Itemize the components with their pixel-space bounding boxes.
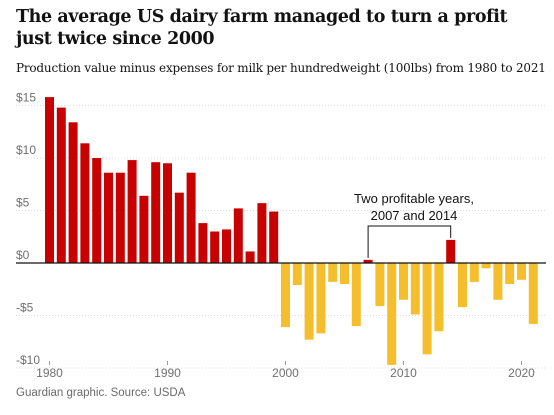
bar-2017 [481,263,491,269]
bar-2010 [399,263,408,300]
annotation-line-1: Two profitable years, [354,191,474,206]
bar-1999 [269,211,279,263]
bar-2012 [422,263,432,355]
bar-2014 [446,239,456,263]
bar-2007 [363,259,373,263]
bar-1983 [80,143,90,263]
bar-1998 [257,203,267,263]
bar-1985 [104,172,113,263]
bar-2001 [292,263,302,286]
chart-title: The average US dairy farm managed to tur… [16,7,508,49]
bar-1984 [92,158,102,263]
bar-2004 [328,263,338,282]
bar-1981 [56,107,66,263]
bar-1997 [245,251,255,263]
bar-1980 [45,97,54,263]
bar-2019 [505,263,515,284]
bar-2002 [304,263,314,340]
bar-1989 [151,162,161,263]
chart-subtitle: Production value minus expenses for milk… [16,61,546,75]
bar-2006 [351,263,361,326]
bar-1987 [127,160,137,263]
y-axis-ticks: $15 $10 $5 $0 -$5 -$10 [16,91,40,368]
source-note: Guardian graphic. Source: USDA [16,387,186,399]
bar-1993 [198,223,208,263]
x-tick-label: 2020 [508,366,535,380]
bar-2008 [375,263,385,307]
x-tick-label: 1990 [154,366,181,380]
annotation-bracket [367,225,452,258]
bar-2011 [410,263,420,315]
y-tick-label: $0 [16,248,30,262]
y-tick-label: -$5 [16,301,34,315]
x-tick-label: 2010 [390,366,417,380]
bar-1990 [163,163,172,263]
y-tick-label: -$10 [16,353,40,367]
bar-1991 [174,192,184,263]
x-tick-label: 1980 [36,366,63,380]
bar-2021 [528,263,538,324]
bar-2000 [281,263,290,328]
x-axis-ticks: 1980 1990 2000 2010 2020 [36,361,535,380]
y-tick-label: $5 [16,196,30,210]
bar-2005 [340,263,349,284]
bar-1994 [210,231,220,263]
x-tick-label: 2000 [272,366,299,380]
annotation-line-2: 2007 and 2014 [371,208,458,223]
bar-2009 [387,263,397,365]
y-tick-label: $15 [16,91,36,105]
bar-1996 [233,208,243,263]
bar-1982 [68,122,78,263]
bar-1988 [139,195,149,263]
annotation: Two profitable years, 2007 and 2014 [354,191,474,258]
bar-1986 [115,172,125,263]
bar-1995 [222,229,231,263]
bar-2018 [493,263,503,300]
bar-2013 [434,263,444,332]
bar-2020 [517,263,526,280]
bars [45,97,538,365]
y-tick-label: $10 [16,143,36,157]
bar-2015 [458,263,467,308]
bar-1992 [186,172,196,263]
bar-2003 [316,263,326,334]
bar-2016 [469,263,479,282]
